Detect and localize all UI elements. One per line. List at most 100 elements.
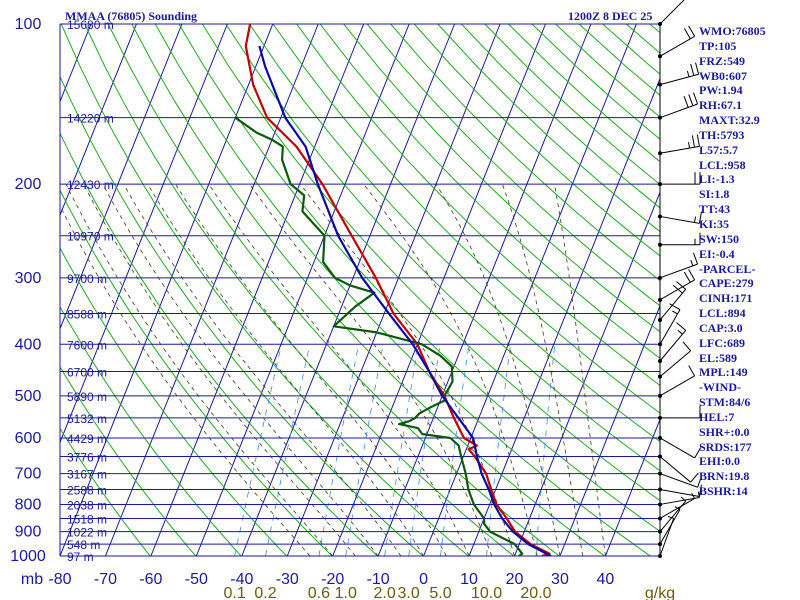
wind-barb-feather xyxy=(697,475,703,488)
wind-barbs xyxy=(658,0,703,558)
wind-barb-dot xyxy=(658,359,662,364)
height-label: 4429 m xyxy=(67,432,107,446)
isotherm xyxy=(60,24,183,331)
wind-barb-feather xyxy=(688,94,694,106)
pressure-tick-label: 900 xyxy=(15,524,42,541)
stat-line: LCL:894 xyxy=(699,306,746,321)
height-label: 5132 m xyxy=(67,412,107,426)
wind-barb-staff xyxy=(659,497,700,505)
wind-barb-staff xyxy=(659,473,698,488)
wind-barb xyxy=(658,25,696,59)
moist-adiabat xyxy=(300,183,515,556)
wind-barb-staff xyxy=(659,145,700,154)
wind-barb-dot xyxy=(658,54,662,59)
wind-barb-half-feather xyxy=(672,310,678,315)
isotherm xyxy=(195,24,410,556)
wind-barb-dot xyxy=(658,435,662,440)
pressure-tick-label: 300 xyxy=(15,270,42,287)
wind-barb-dot xyxy=(658,454,662,459)
temperature-tick-label: -80 xyxy=(48,571,71,588)
wind-barb xyxy=(658,211,702,224)
wind-barb-staff xyxy=(659,309,681,345)
wind-barb-dot xyxy=(658,471,662,476)
wind-barb-staff xyxy=(659,375,695,397)
mixing-ratio-label: 5.0 xyxy=(429,585,451,600)
stat-line: EL:589 xyxy=(699,350,738,365)
height-label: 548 m xyxy=(67,538,100,552)
isotherm xyxy=(150,24,365,556)
wind-barb xyxy=(658,515,675,558)
mixing-ratio-label: 3.0 xyxy=(398,585,420,600)
wind-barb-staff xyxy=(659,518,675,557)
stat-line: FRZ:549 xyxy=(699,53,745,68)
pressure-tick-label: 600 xyxy=(15,430,42,447)
dewpoint-profile xyxy=(234,116,524,556)
stat-line: PW:1.94 xyxy=(699,83,743,98)
wind-barb-feather xyxy=(688,365,696,377)
wind-barb-dot xyxy=(658,342,662,347)
temperature-tick-label: -70 xyxy=(94,571,117,588)
stat-line: HEL:7 xyxy=(699,409,735,424)
wind-barb xyxy=(658,303,681,347)
isotherm xyxy=(286,24,501,556)
moist-adiabat xyxy=(554,184,606,556)
wind-barb-feather xyxy=(688,25,696,37)
wind-barb xyxy=(658,134,700,156)
height-label: 8588 m xyxy=(67,307,107,321)
isotherm xyxy=(559,304,660,556)
pressure-tick-label: 100 xyxy=(15,16,42,33)
height-label: 10970 m xyxy=(67,230,114,244)
wind-barb-feather xyxy=(693,92,699,105)
temperature-tick-label: 40 xyxy=(597,571,615,588)
height-label: 9700 m xyxy=(67,272,107,286)
wind-barb xyxy=(658,252,699,280)
stat-line: SRDS:177 xyxy=(699,439,752,454)
wind-barb-dot xyxy=(658,242,662,247)
wind-barb-staff xyxy=(659,73,699,86)
stat-line: LCL:958 xyxy=(699,157,746,172)
isotherm xyxy=(241,24,456,556)
stat-line: BRN:19.8 xyxy=(699,469,750,484)
wind-barb-dot xyxy=(658,415,662,420)
wind-barb-feather xyxy=(691,135,695,148)
stat-line: BSHR:14 xyxy=(699,484,748,499)
mixing-ratio-label: 0.2 xyxy=(254,585,276,600)
stat-line: SHR+:0.0 xyxy=(699,424,750,439)
stat-line: SI:1.8 xyxy=(699,187,730,202)
isotherm xyxy=(604,418,660,556)
wind-barb-feather xyxy=(694,447,702,459)
stat-line: CAPE:279 xyxy=(699,276,754,291)
wind-barb-staff xyxy=(659,509,681,545)
wind-barb-feather xyxy=(690,63,695,76)
wind-barb-feather xyxy=(669,303,681,311)
height-label: 1518 m xyxy=(67,512,107,526)
stat-line: MPL:149 xyxy=(699,365,748,380)
wind-barb-half-feather xyxy=(677,329,683,335)
wind-barb-feather xyxy=(682,341,692,352)
stat-line: TP:105 xyxy=(699,38,737,53)
wind-barb-half-feather xyxy=(667,515,674,519)
wind-barb-dot xyxy=(658,151,662,156)
wind-barb-dot xyxy=(658,297,662,302)
mixing-ratio-label: 20.0 xyxy=(520,585,551,600)
height-label: 15680 m xyxy=(67,18,114,32)
height-label: 3776 m xyxy=(67,450,107,464)
mixing-ratio-label: 0.6 xyxy=(308,585,330,600)
height-label: 2588 m xyxy=(67,484,107,498)
wind-barb xyxy=(658,172,701,187)
mixing-ratio-label: 10.0 xyxy=(471,585,502,600)
wind-barb-staff xyxy=(659,456,691,483)
wind-barb-staff xyxy=(659,330,687,362)
wind-barb-dot xyxy=(658,487,662,492)
stat-line: WMO:76805 xyxy=(699,24,766,38)
mixing-ratio-label: 1.0 xyxy=(335,585,357,600)
stat-line: L57:5.7 xyxy=(699,142,738,157)
wind-barb xyxy=(658,281,687,322)
isotherm xyxy=(60,24,274,556)
height-label: 14220 m xyxy=(67,112,114,126)
mixing-ratio-label: 2.0 xyxy=(373,585,395,600)
stat-line: -PARCEL- xyxy=(699,261,756,276)
wind-barb-dot xyxy=(658,393,662,398)
wind-barb-feather xyxy=(698,484,702,497)
